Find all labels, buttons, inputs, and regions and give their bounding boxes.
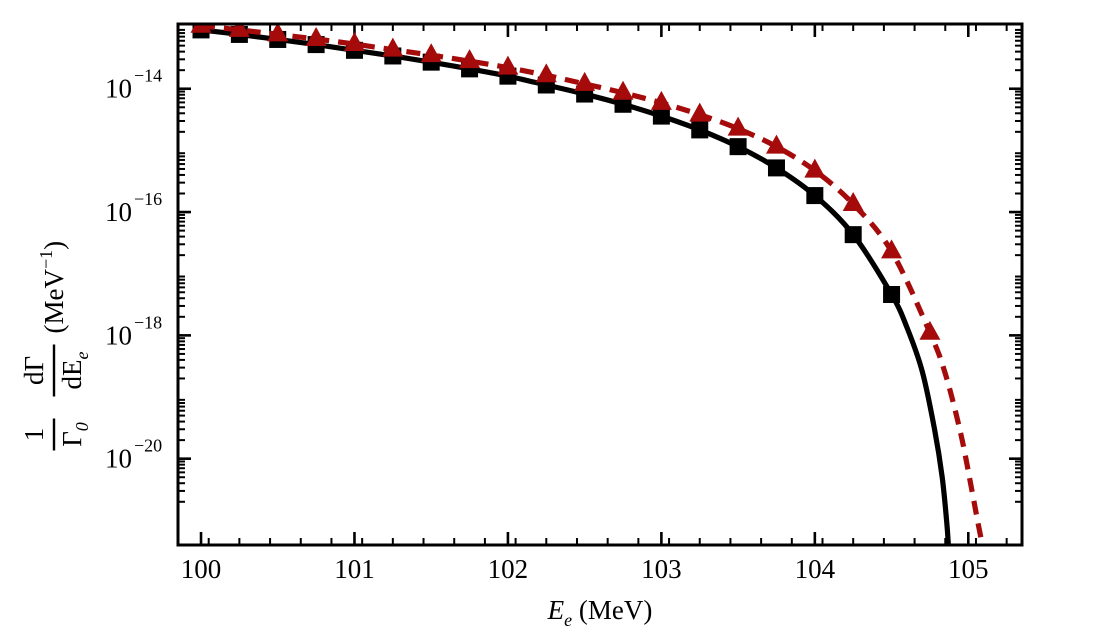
marker-triangle (382, 37, 404, 57)
axes-frame (176, 22, 1024, 547)
x-tick-label: 102 (488, 554, 529, 584)
x-title-symbol: E (547, 595, 565, 625)
x-tick-label: 105 (948, 554, 989, 584)
x-title-unit: (MeV) (572, 595, 652, 625)
svg-text:−16: −16 (134, 189, 162, 209)
y-title-den-right: dEe (57, 352, 92, 390)
y-major-ticks (178, 87, 1022, 460)
y-tick-label: 10 −20 (105, 436, 162, 474)
x-axis-title: Ee (MeV) (547, 595, 653, 630)
marker-square (844, 226, 862, 244)
data-series-group (190, 23, 985, 546)
marker-triangle (535, 63, 557, 83)
svg-text:10: 10 (105, 197, 132, 227)
marker-triangle (497, 55, 519, 75)
marker-triangle (650, 90, 672, 110)
marker-square (883, 286, 901, 304)
x-tick-label: 100 (181, 554, 222, 584)
marker-triangle (842, 192, 864, 211)
x-title-subscript: e (564, 610, 572, 630)
series-red-dashed-triangles (190, 23, 985, 545)
y-axis-title: 1 Γ0 dΓ dEe (MeV−1) (19, 241, 92, 451)
x-tick-label: 104 (795, 554, 836, 584)
svg-text:10: 10 (105, 444, 132, 474)
marker-square (652, 107, 670, 125)
marker-square (691, 121, 709, 139)
marker-triangle (727, 116, 749, 136)
y-title-num-top: 1 (19, 428, 49, 442)
marker-triangle (420, 43, 442, 63)
y-title-num-right: dΓ (19, 356, 49, 385)
marker-triangle (612, 80, 634, 100)
svg-text:10: 10 (105, 320, 132, 350)
x-tick-labels: 100 101 102 103 104 105 (181, 554, 989, 584)
marker-triangle (343, 32, 365, 52)
marker-triangle (574, 71, 596, 91)
marker-square (614, 95, 632, 113)
svg-text:Ee (MeV): Ee (MeV) (547, 595, 653, 630)
svg-text:−18: −18 (134, 312, 162, 332)
y-title-unit: (MeV−1) (36, 241, 69, 334)
svg-text:10: 10 (105, 74, 132, 104)
y-tick-label: 10 −16 (105, 189, 162, 227)
marker-triangle (689, 102, 711, 122)
y-title-den-top: Γ0 (57, 422, 92, 447)
svg-text:−20: −20 (134, 436, 162, 456)
y-tick-label: 10 −18 (105, 312, 162, 350)
x-tick-label: 103 (641, 554, 682, 584)
marker-triangle (881, 239, 903, 259)
marker-triangle (804, 158, 826, 178)
y-tick-label: 10 −14 (105, 66, 162, 104)
marker-triangle (267, 23, 289, 42)
marker-triangle (459, 49, 481, 69)
marker-triangle (919, 320, 941, 340)
x-tick-label: 101 (334, 554, 375, 584)
marker-square (767, 159, 785, 177)
marker-triangle (305, 27, 327, 46)
svg-text:−14: −14 (134, 66, 162, 86)
marker-triangle (765, 134, 787, 154)
marker-triangle (228, 23, 250, 37)
marker-square (806, 187, 824, 205)
marker-square (729, 138, 747, 156)
